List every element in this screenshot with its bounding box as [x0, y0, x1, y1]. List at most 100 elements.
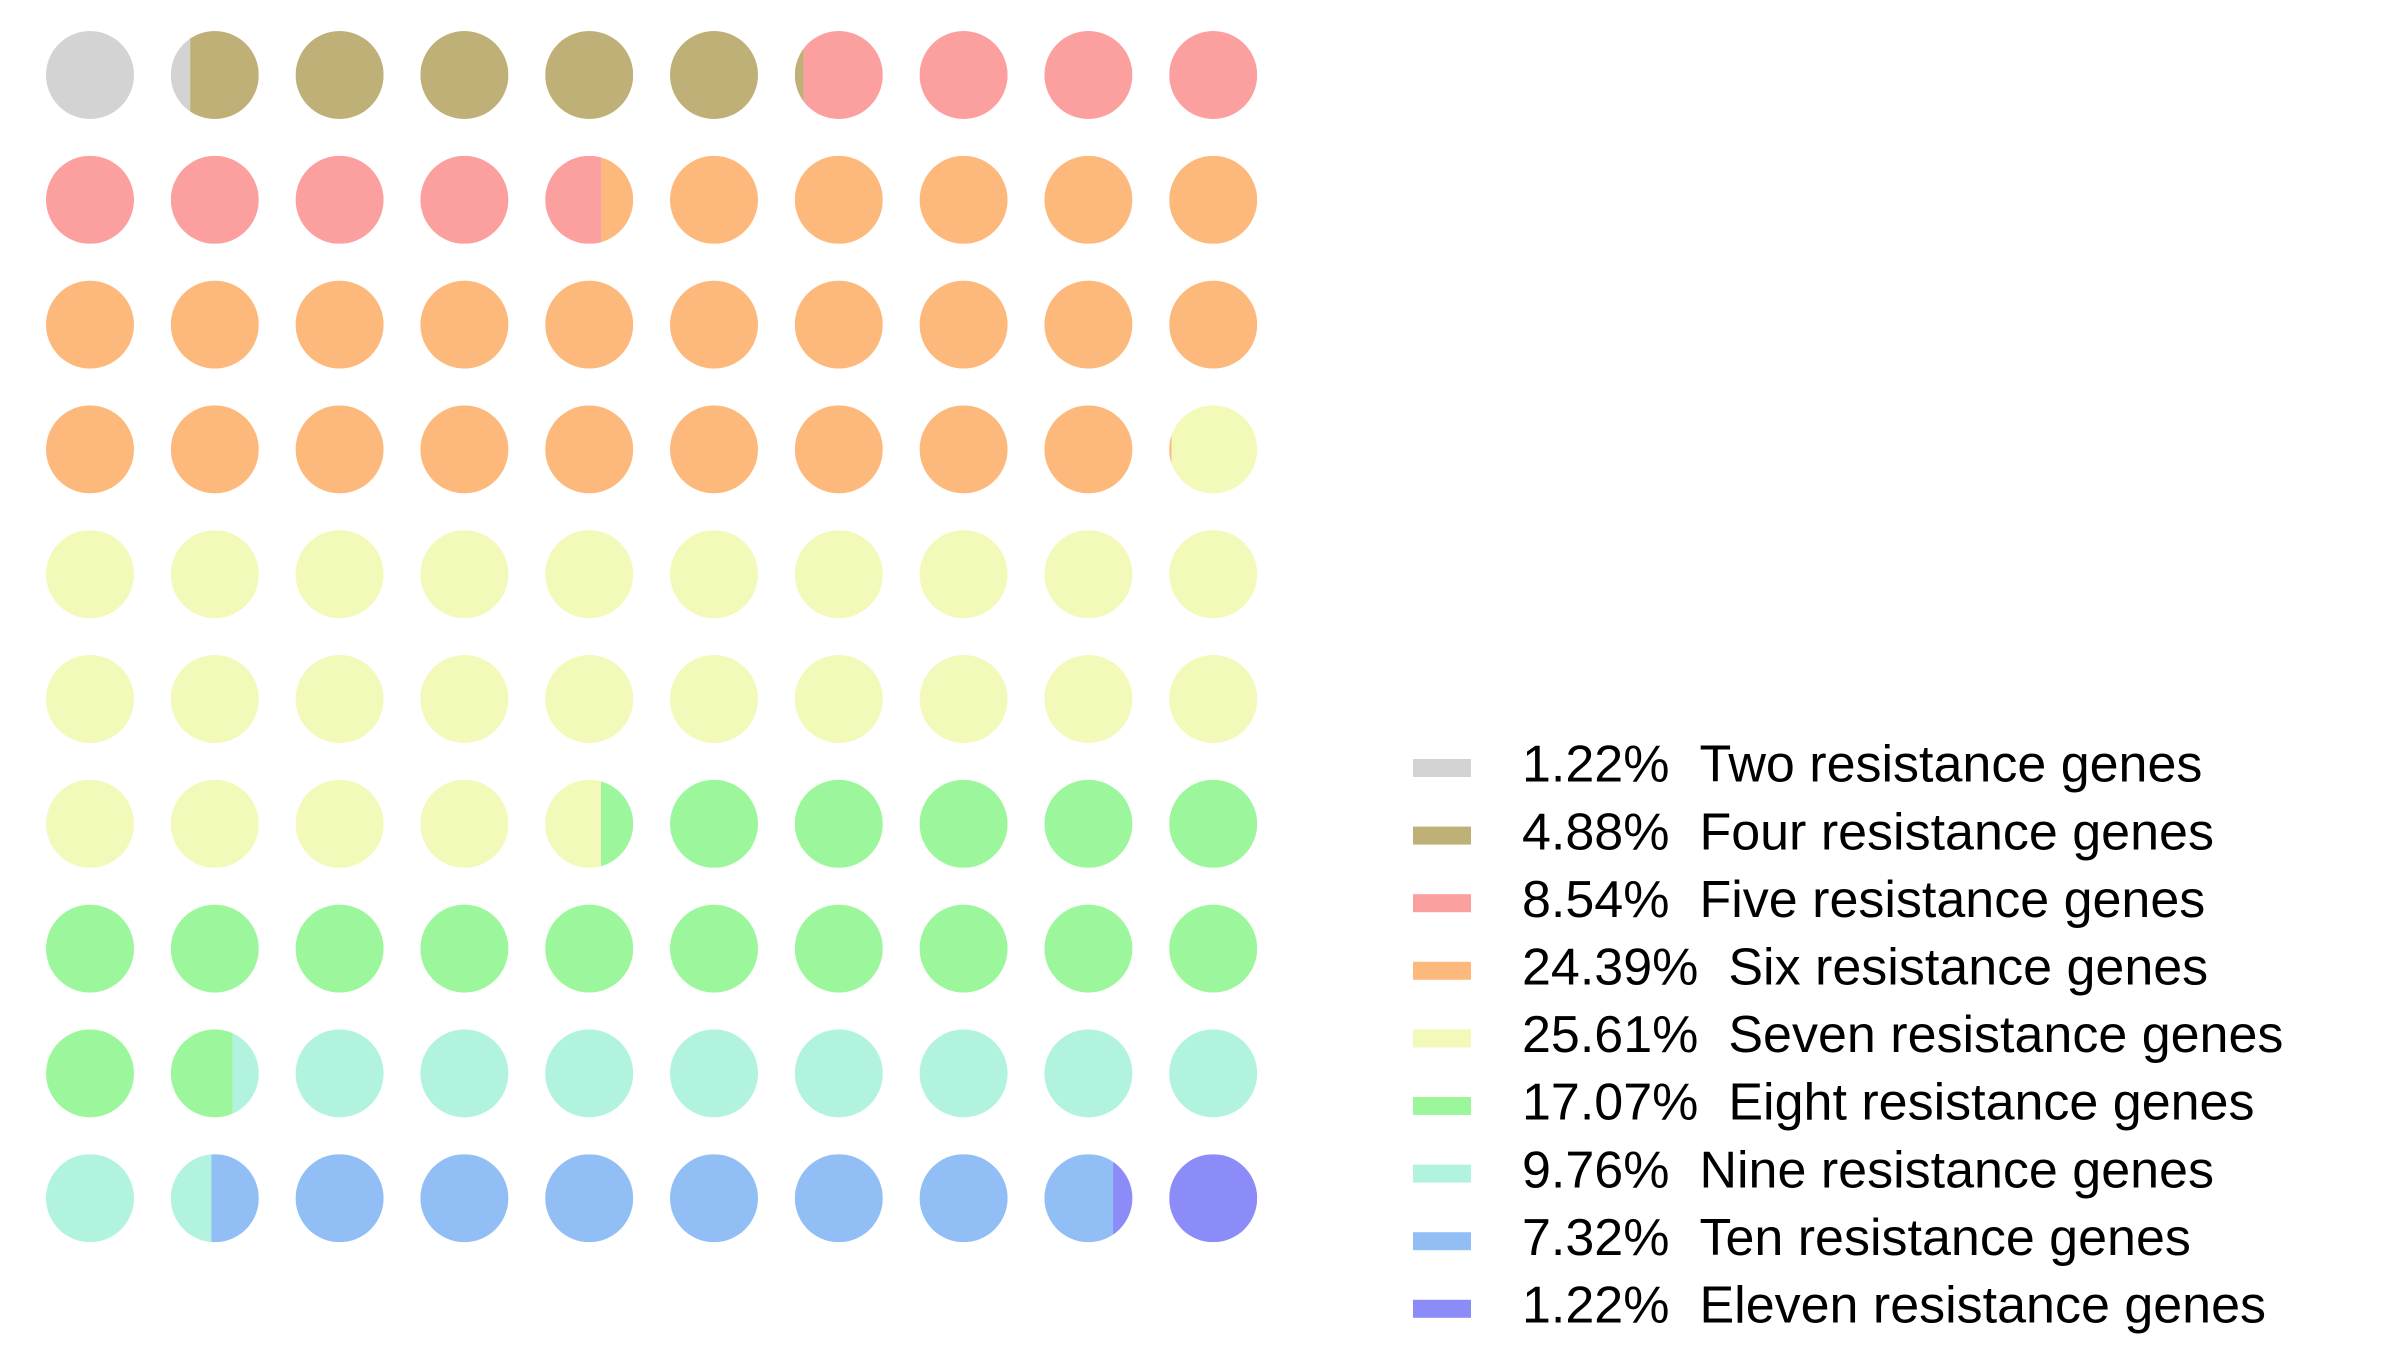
waffle-cell	[420, 280, 509, 369]
waffle-cell	[670, 904, 758, 993]
waffle-cell	[420, 655, 509, 743]
legend-label: Eleven resistance genes	[1699, 1277, 2266, 1335]
legend-value: 7.32%	[1522, 1209, 1669, 1267]
waffle-cell	[919, 779, 1008, 868]
waffle-cell	[794, 155, 883, 244]
legend-label: Six resistance genes	[1728, 939, 2208, 997]
waffle-cell	[794, 904, 883, 993]
waffle-cell	[803, 31, 883, 119]
waffle-cell	[919, 1029, 1008, 1118]
waffle-cell	[670, 1154, 758, 1243]
waffle-cell	[232, 1029, 259, 1118]
waffle-cell	[46, 1154, 134, 1243]
waffle-cell	[295, 530, 384, 619]
waffle-cell	[545, 655, 634, 743]
legend-swatch	[1413, 1232, 1471, 1251]
legend-swatch	[1413, 826, 1471, 845]
waffle-cell	[1044, 904, 1133, 993]
waffle-cell	[170, 1029, 233, 1118]
waffle-cell	[46, 31, 134, 119]
waffle-cell	[1169, 904, 1258, 993]
waffle-cell	[46, 405, 134, 494]
waffle-cell	[420, 1154, 509, 1243]
waffle-cell	[170, 655, 259, 743]
legend-label: Seven resistance genes	[1728, 1006, 2283, 1064]
legend-swatch	[1413, 1097, 1471, 1115]
waffle-cell	[170, 280, 259, 369]
legend-value: 4.88%	[1522, 803, 1669, 861]
waffle-cell	[1169, 1029, 1258, 1118]
waffle-cell	[295, 655, 384, 743]
legend-swatch	[1413, 1164, 1471, 1183]
waffle-cell	[1044, 655, 1133, 743]
waffle-cell	[670, 779, 758, 868]
legend-swatch	[1413, 894, 1471, 913]
waffle-cell	[190, 31, 259, 119]
waffle-cell	[1044, 155, 1133, 244]
waffle-cell	[1044, 280, 1133, 369]
waffle-cell	[1044, 779, 1133, 868]
waffle-cell	[1169, 31, 1258, 119]
waffle-cell	[919, 405, 1008, 494]
waffle-cell	[794, 405, 883, 494]
waffle-cell	[794, 1154, 883, 1243]
waffle-cell	[794, 31, 804, 119]
waffle-cell	[600, 779, 634, 868]
waffle-cell	[295, 31, 384, 119]
waffle-cell	[46, 1029, 134, 1118]
waffle-cell	[170, 155, 259, 244]
legend-label: Four resistance genes	[1699, 803, 2214, 861]
legend-swatch	[1413, 1029, 1471, 1048]
waffle-cell	[1044, 1154, 1114, 1243]
legend-swatch	[1413, 961, 1471, 980]
waffle-cell	[670, 1029, 758, 1118]
waffle-cell	[545, 31, 634, 119]
waffle-cell	[170, 405, 259, 494]
legend-value: 1.22%	[1522, 1277, 1669, 1335]
waffle-cell	[46, 655, 134, 743]
waffle-cell	[670, 530, 758, 619]
waffle-cell	[420, 405, 509, 494]
waffle-cell	[295, 280, 384, 369]
waffle-cell	[670, 655, 758, 743]
waffle-cell	[420, 31, 509, 119]
waffle-cell	[295, 779, 384, 868]
waffle-cell	[46, 904, 134, 993]
waffle-cell	[170, 779, 259, 868]
waffle-cell	[794, 1029, 883, 1118]
waffle-cell	[46, 779, 134, 868]
waffle-cell	[919, 655, 1008, 743]
waffle-cell	[46, 280, 134, 369]
legend-label: Five resistance genes	[1699, 871, 2205, 929]
waffle-cell	[46, 155, 134, 244]
waffle-cell	[420, 155, 509, 244]
waffle-cell	[1169, 155, 1258, 244]
waffle-cell	[295, 1029, 384, 1118]
waffle-cell	[1169, 280, 1258, 369]
waffle-cell	[295, 1154, 384, 1243]
waffle-cell	[919, 155, 1008, 244]
legend-label: Nine resistance genes	[1699, 1141, 2214, 1199]
legend-label: Ten resistance genes	[1699, 1209, 2190, 1267]
legend-value: 1.22%	[1522, 736, 1669, 794]
waffle-cell	[1169, 1154, 1258, 1243]
waffle-cell	[545, 1154, 634, 1243]
waffle-cell	[794, 280, 883, 369]
waffle-cell	[919, 280, 1008, 369]
waffle-cell	[420, 530, 509, 619]
waffle-cell	[794, 530, 883, 619]
waffle-cell	[545, 530, 634, 619]
legend-value: 17.07%	[1522, 1074, 1698, 1132]
waffle-cell	[1171, 405, 1258, 494]
waffle-cell	[601, 155, 634, 244]
legend-label: Two resistance genes	[1699, 736, 2202, 794]
waffle-cell	[420, 1029, 509, 1118]
legend-swatch	[1413, 1299, 1471, 1318]
waffle-cell	[545, 280, 634, 369]
waffle-cell	[670, 280, 758, 369]
waffle-cell	[1169, 655, 1258, 743]
legend-value: 8.54%	[1522, 871, 1669, 929]
waffle-cell	[1044, 530, 1133, 619]
waffle-cell	[295, 405, 384, 494]
waffle-cell	[919, 31, 1008, 119]
